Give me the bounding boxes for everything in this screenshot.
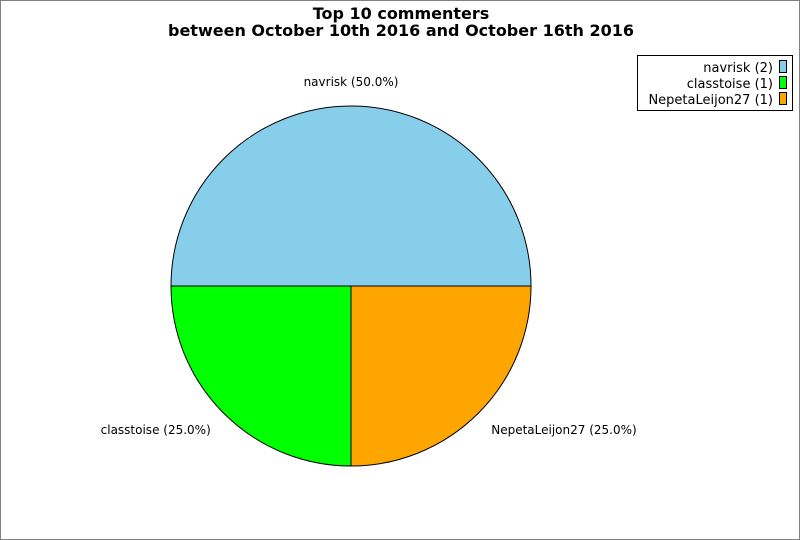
legend-label: navrisk (2) [703, 61, 773, 76]
legend-box [637, 55, 793, 111]
legend-label: NepetaLeijon27 (1) [648, 93, 773, 108]
legend-swatch [779, 92, 787, 105]
pie-slice-classtoise [170, 285, 352, 467]
legend-swatch [779, 76, 787, 89]
pie-slice-NepetaLeijon27 [350, 285, 532, 467]
slice-label: classtoise (25.0%) [101, 423, 211, 437]
chart-subtitle: between October 10th 2016 and October 16… [168, 21, 634, 40]
legend: navrisk (2)classtoise (1)NepetaLeijon27 … [637, 55, 793, 111]
legend-swatch [779, 60, 787, 73]
slice-label: navrisk (50.0%) [304, 75, 399, 89]
legend-label: classtoise (1) [687, 77, 773, 92]
pie-slice-navrisk [170, 105, 532, 287]
slice-label: NepetaLeijon27 (25.0%) [491, 423, 636, 437]
chart-title: Top 10 commenters [313, 4, 490, 23]
